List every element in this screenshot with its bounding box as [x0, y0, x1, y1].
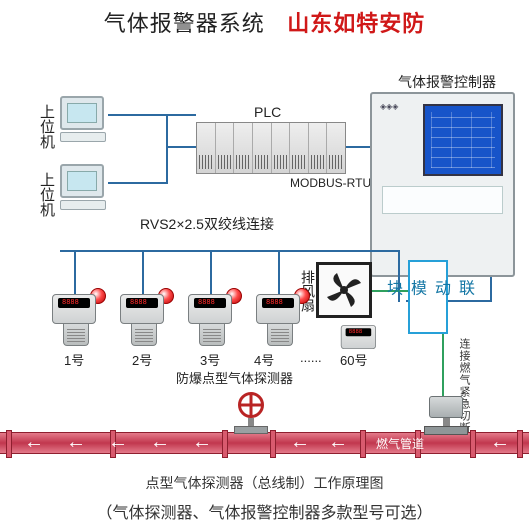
wire — [346, 146, 372, 148]
link-module: 联动模块 — [408, 260, 448, 334]
principle-caption: 点型气体探测器（总线制）工作原理图 — [0, 473, 529, 493]
detector-4 — [256, 294, 304, 346]
detector-group-label: 防爆点型气体探测器 — [176, 368, 293, 387]
diagram-canvas: 上位机 上位机 PLC MODBUS-RTU 气体报警控制器 ◈◈◈ RVS2×… — [0, 38, 529, 478]
wire — [142, 250, 144, 294]
host-pc-2 — [60, 164, 110, 210]
wire — [166, 114, 168, 184]
detector-2 — [120, 294, 168, 346]
wire — [278, 250, 280, 294]
cable-label: RVS2×2.5双绞线连接 — [140, 214, 274, 234]
detector-60-label: 60号 — [340, 350, 367, 369]
wire — [166, 146, 196, 148]
wire — [108, 182, 168, 184]
wire — [490, 277, 492, 301]
plc-unit — [196, 122, 346, 174]
detector-4-label: 4号 — [254, 350, 274, 369]
detector-1 — [52, 294, 100, 346]
title-brand: 山东如特安防 — [287, 11, 425, 36]
host-pc-label-1: 上位机 — [36, 104, 57, 149]
wire — [108, 114, 196, 116]
detector-1-label: 1号 — [64, 350, 84, 369]
controller-label: 气体报警控制器 — [398, 72, 496, 92]
detector-2-label: 2号 — [132, 350, 152, 369]
footer-note: （气体探测器、气体报警控制器多款型号可选） — [0, 499, 529, 523]
title-main: 气体报警器系统 — [104, 11, 265, 36]
plc-label: PLC — [254, 104, 281, 120]
title-bar: 气体报警器系统 山东如特安防 — [0, 0, 529, 38]
shutoff-valve — [424, 396, 468, 435]
bus-wire — [60, 250, 400, 252]
host-pc-1 — [60, 96, 110, 142]
wire-green — [442, 334, 444, 402]
wire — [74, 250, 76, 294]
gas-pipe: ← ← ← ← ← ← ← ← — [0, 432, 529, 454]
manual-valve — [234, 392, 268, 434]
detector-3 — [188, 294, 236, 346]
protocol-label: MODBUS-RTU — [290, 176, 371, 190]
exhaust-fan — [316, 262, 372, 318]
detector-3-label: 3号 — [200, 350, 220, 369]
host-pc-label-2: 上位机 — [36, 172, 57, 217]
pipe-label: 燃气管道 — [376, 435, 424, 452]
detector-ellipsis: ...... — [300, 350, 322, 365]
link-module-label: 联动模块 — [380, 280, 476, 315]
detector-60 — [341, 325, 379, 349]
wire — [210, 250, 212, 294]
